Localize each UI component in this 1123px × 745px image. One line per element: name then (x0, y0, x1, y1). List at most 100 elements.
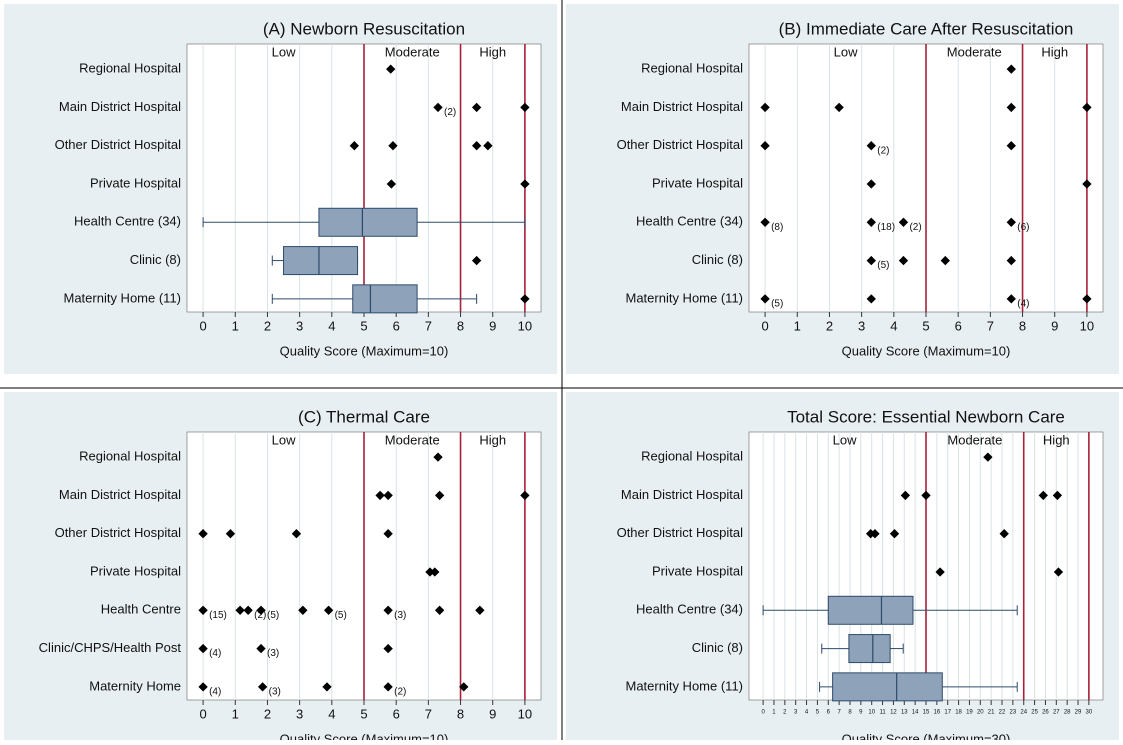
box (283, 246, 359, 276)
category-label: Health Centre (101, 602, 181, 617)
count-label: (2) (254, 610, 266, 621)
x-tick-label: 7 (425, 706, 432, 721)
point (520, 294, 530, 304)
point (866, 141, 876, 151)
point (1006, 102, 1016, 113)
category-label: Health Centre (34) (74, 214, 181, 229)
zone-label: Low (834, 44, 858, 59)
chart-title: (A) Newborn Resuscitation (263, 19, 465, 38)
x-tick-label: 24 (1020, 710, 1027, 716)
point (256, 605, 266, 615)
category-label: Other District Hospital (617, 525, 744, 540)
x-tick-label: 10 (868, 710, 875, 716)
category-label: Main District Hospital (59, 487, 181, 502)
category-label: Maternity Home (89, 678, 181, 693)
x-tick-label: 9 (859, 710, 863, 716)
x-axis-label: Quality Score (Maximum=10) (280, 343, 449, 358)
category-label: Private Hospital (652, 563, 743, 578)
x-tick-label: 2 (826, 318, 833, 333)
box (832, 672, 943, 702)
category-label: Private Hospital (90, 175, 181, 190)
x-tick-label: 10 (1080, 318, 1094, 333)
zone-label: Moderate (385, 44, 440, 59)
x-tick-label: 30 (1086, 710, 1093, 716)
x-tick-label: 1 (232, 706, 239, 721)
x-tick-label: 22 (999, 710, 1006, 716)
x-axis-label: Quality Score (Maximum=10) (842, 343, 1011, 358)
count-label: (3) (267, 648, 279, 659)
point (198, 529, 208, 539)
category-label: Health Centre (34) (636, 214, 743, 229)
box (318, 207, 418, 237)
chart-title: (C) Thermal Care (298, 407, 430, 426)
category-label: Clinic (8) (692, 252, 743, 267)
x-tick-label: 29 (1075, 710, 1082, 716)
count-label: (2) (877, 145, 889, 156)
category-label: Maternity Home (11) (625, 290, 743, 305)
x-tick-label: 4 (805, 710, 809, 716)
point (471, 255, 482, 266)
point (1006, 141, 1016, 151)
box (848, 634, 891, 664)
point (760, 102, 770, 113)
point (1006, 217, 1016, 227)
point (1038, 490, 1048, 501)
count-label: (3) (394, 610, 406, 621)
x-tick-label: 5 (816, 710, 820, 716)
x-tick-label: 1 (772, 710, 776, 716)
x-tick-label: 4 (328, 706, 335, 721)
category-label: Main District Hospital (59, 99, 181, 114)
zone-label: Low (833, 432, 857, 447)
x-tick-label: 4 (890, 318, 897, 333)
count-label: (6) (1017, 222, 1029, 233)
x-tick-label: 0 (199, 318, 206, 333)
x-tick-label: 28 (1064, 710, 1071, 716)
category-label: Main District Hospital (621, 99, 743, 114)
point (471, 102, 482, 113)
x-tick-label: 10 (518, 706, 532, 721)
point (243, 605, 253, 615)
count-label: (4) (209, 686, 221, 697)
count-label: (15) (209, 610, 227, 621)
x-tick-label: 19 (966, 710, 973, 716)
box (352, 284, 418, 314)
x-axis-label: Quality Score (Maximum=10) (280, 731, 449, 740)
count-label: (8) (771, 222, 783, 233)
point (1082, 294, 1092, 304)
point (921, 490, 931, 501)
x-tick-label: 3 (794, 710, 798, 716)
point (434, 490, 445, 501)
category-label: Health Centre (34) (636, 602, 743, 617)
zone-label: Moderate (385, 432, 440, 447)
point (375, 490, 385, 501)
point (198, 682, 208, 692)
point (386, 179, 397, 189)
point (433, 452, 443, 462)
x-tick-label: 1 (794, 318, 801, 333)
x-tick-label: 20 (977, 710, 984, 716)
zone-label: Low (272, 44, 296, 59)
x-tick-label: 2 (264, 706, 271, 721)
point (386, 64, 396, 74)
category-label: Private Hospital (90, 563, 181, 578)
count-label: (3) (269, 686, 281, 697)
x-tick-label: 0 (199, 706, 206, 721)
zone-label: Moderate (947, 432, 1002, 447)
x-tick-label: 0 (761, 318, 768, 333)
x-tick-label: 7 (987, 318, 994, 333)
x-tick-label: 27 (1053, 710, 1060, 716)
zone-label: High (1041, 44, 1068, 59)
x-tick-label: 16 (934, 710, 941, 716)
point (834, 102, 844, 113)
count-label: (2) (909, 222, 921, 233)
category-label: Regional Hospital (79, 61, 181, 76)
box (827, 595, 914, 625)
x-tick-label: 8 (457, 706, 464, 721)
point (235, 605, 245, 615)
count-label: (4) (1017, 298, 1029, 309)
point (760, 217, 770, 227)
point (898, 217, 909, 227)
count-label: (4) (209, 648, 221, 659)
x-tick-label: 5 (360, 318, 367, 333)
